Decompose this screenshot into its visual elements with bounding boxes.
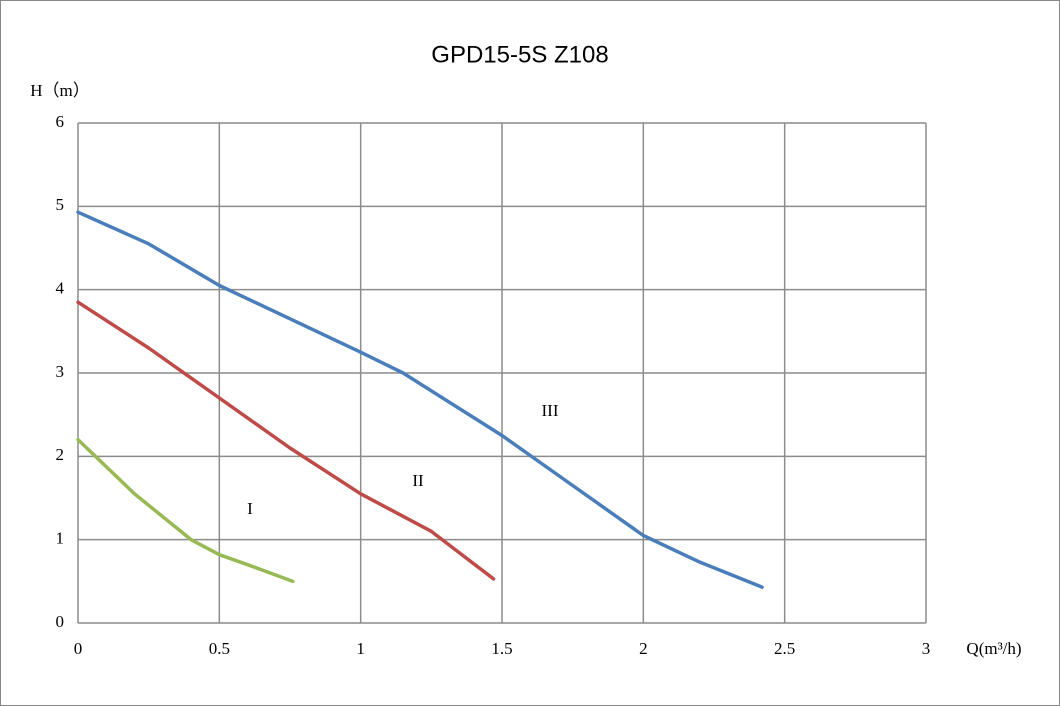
y-tick-label: 5	[56, 195, 65, 214]
series-line	[76, 210, 764, 589]
chart-title: GPD15-5S Z108	[431, 41, 608, 68]
y-tick-label: 3	[56, 362, 65, 381]
series-label: III	[542, 401, 559, 420]
series-label: I	[247, 499, 253, 518]
x-tick-label: 0	[74, 639, 83, 658]
x-tick-label: 0.5	[209, 639, 230, 658]
x-tick-label: 2	[639, 639, 648, 658]
series-label: II	[412, 471, 424, 490]
x-tick-label: 1	[356, 639, 365, 658]
y-tick-label: 1	[56, 529, 65, 548]
series-line	[76, 437, 295, 584]
y-tick-label: 2	[56, 445, 65, 464]
x-axis-label: Q(m³/h)	[966, 639, 1021, 658]
y-axis-label: H（m）	[30, 81, 90, 100]
y-tick-label: 4	[56, 279, 65, 298]
y-tick-label: 6	[56, 112, 65, 131]
y-tick-label: 0	[56, 612, 65, 631]
x-tick-label: 1.5	[491, 639, 512, 658]
x-tick-label: 2.5	[774, 639, 795, 658]
series-line	[76, 300, 496, 581]
x-tick-label: 3	[922, 639, 931, 658]
